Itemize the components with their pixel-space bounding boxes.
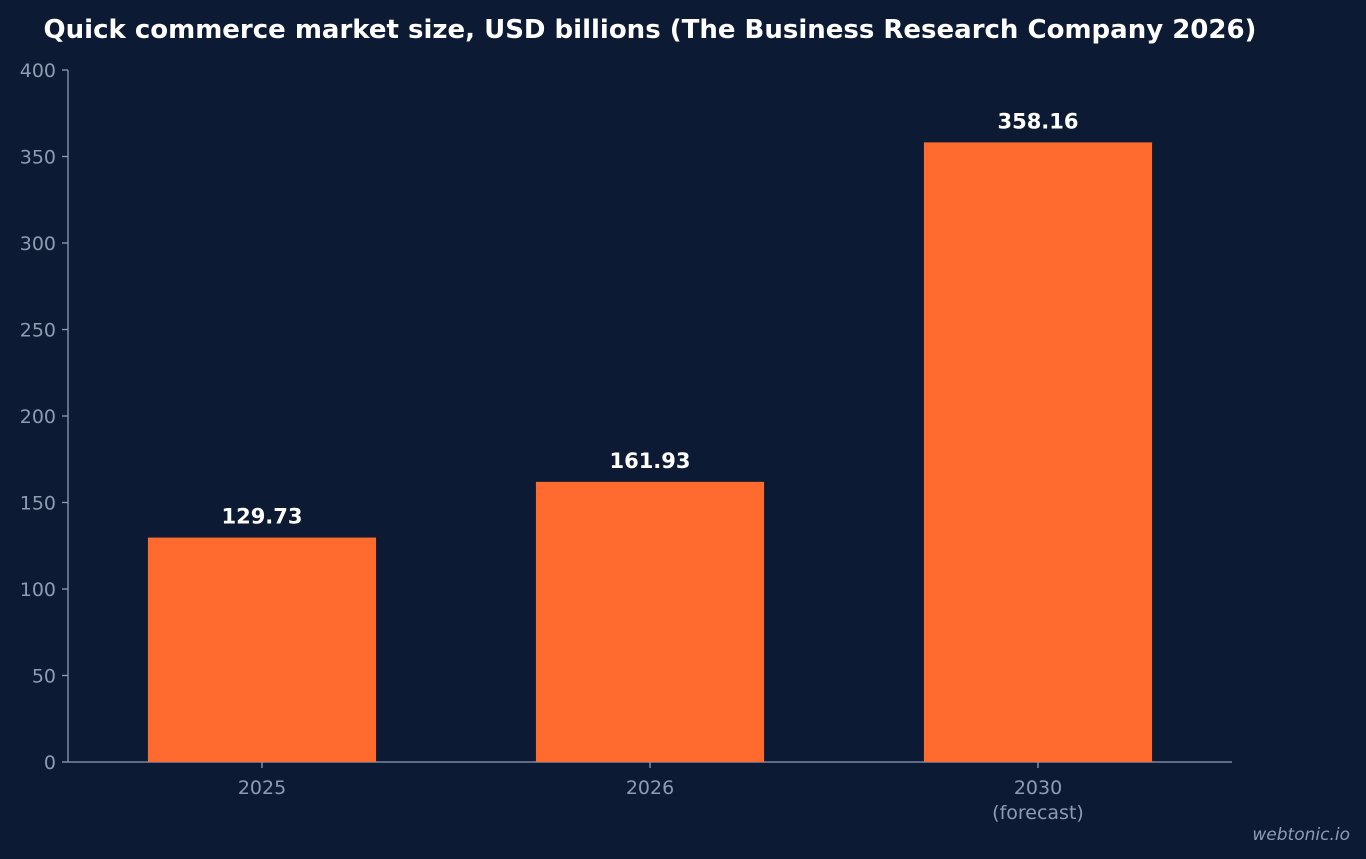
y-tick-label: 50	[32, 666, 56, 688]
y-tick-label: 400	[20, 60, 56, 82]
chart-title: Quick commerce market size, USD billions…	[44, 15, 1257, 45]
x-tick-label: 2030	[1014, 777, 1062, 799]
bar	[147, 537, 377, 762]
data-label: 129.73	[221, 505, 302, 529]
y-tick-label: 200	[20, 406, 56, 428]
y-tick-label: 250	[20, 320, 56, 342]
bar	[535, 481, 765, 762]
y-axis: 0 50 100 150 200 250 300 350 400	[20, 60, 69, 774]
bar	[923, 142, 1153, 763]
x-tick-label: 2025	[238, 777, 286, 799]
y-tick-label: 0	[44, 752, 56, 774]
bars	[147, 142, 1153, 763]
x-tick-label: (forecast)	[992, 802, 1084, 824]
y-tick-label: 350	[20, 147, 56, 169]
data-label: 358.16	[997, 109, 1078, 133]
value-labels: 129.73 161.93 358.16	[221, 109, 1078, 528]
x-tick-label: 2026	[626, 777, 674, 799]
x-axis: 2025 2026 2030 (forecast)	[68, 761, 1232, 824]
y-tick-label: 300	[20, 233, 56, 255]
data-label: 161.93	[609, 449, 690, 473]
y-tick-label: 150	[20, 493, 56, 515]
y-tick-label: 100	[20, 579, 56, 601]
watermark: webtonic.io	[1252, 825, 1350, 845]
